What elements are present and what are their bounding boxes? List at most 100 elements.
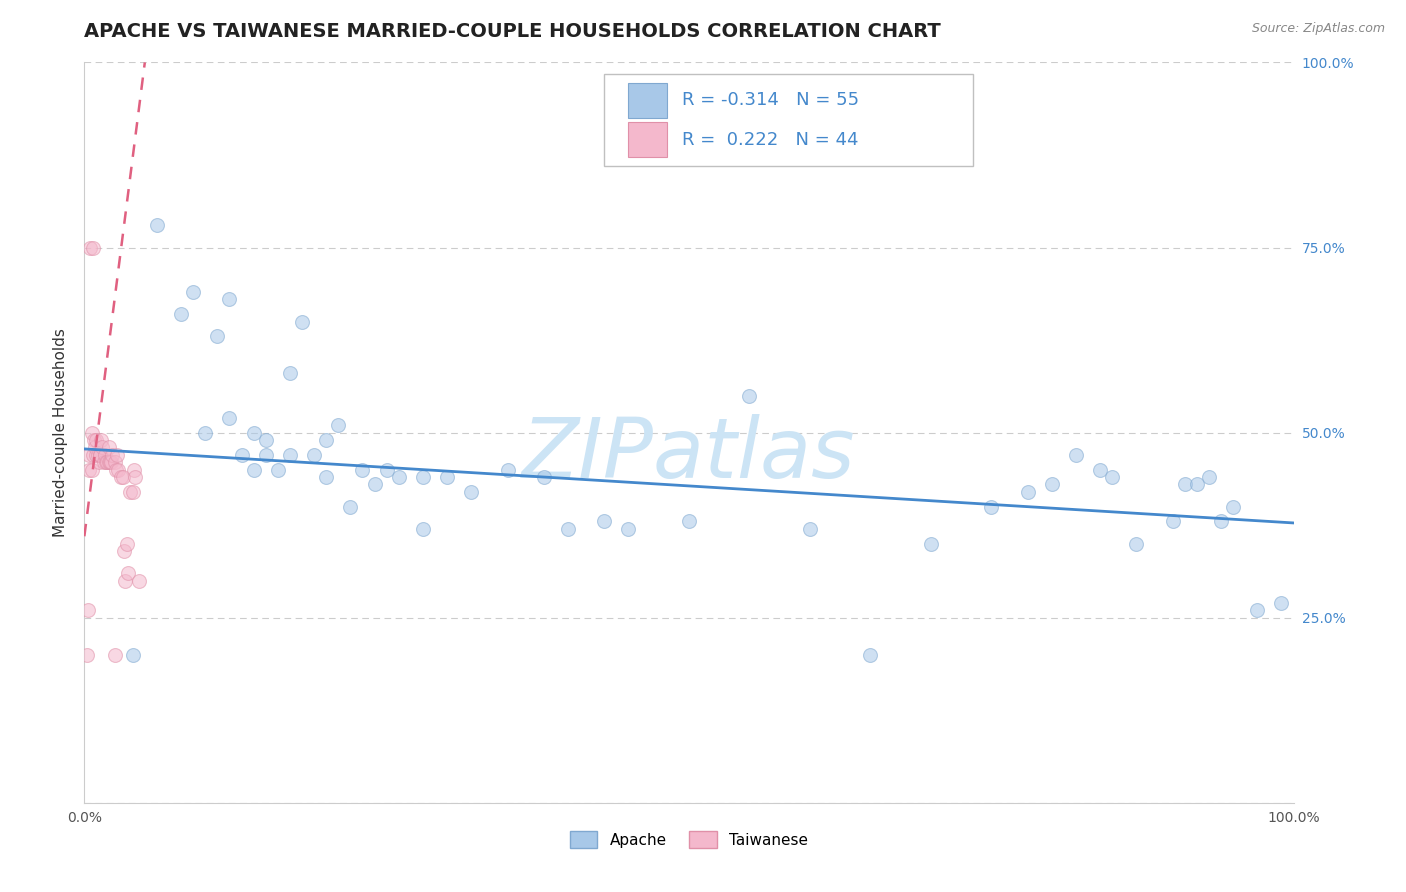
Point <box>194 425 217 440</box>
Point <box>124 470 146 484</box>
Point <box>112 544 135 558</box>
Point <box>1101 470 1123 484</box>
Point <box>436 470 458 484</box>
Point <box>1270 596 1292 610</box>
Y-axis label: Married-couple Households: Married-couple Households <box>52 328 67 537</box>
Point <box>557 522 579 536</box>
Point <box>91 441 114 455</box>
Point <box>100 455 122 469</box>
Point <box>86 448 108 462</box>
Point <box>254 448 277 462</box>
Point <box>328 418 350 433</box>
Point <box>1088 462 1111 476</box>
Point <box>77 462 100 476</box>
Point <box>1174 477 1197 491</box>
Point <box>97 455 120 469</box>
Point <box>117 566 139 581</box>
Point <box>93 455 115 469</box>
Point <box>121 648 143 662</box>
Text: R = -0.314   N = 55: R = -0.314 N = 55 <box>682 91 859 110</box>
Text: ZIPatlas: ZIPatlas <box>522 414 856 495</box>
Point <box>617 522 640 536</box>
Point <box>89 448 111 462</box>
Point <box>412 470 434 484</box>
Point <box>218 410 240 425</box>
Point <box>242 462 264 476</box>
Point <box>678 515 700 529</box>
Point <box>86 448 108 462</box>
Point <box>87 455 110 469</box>
Point <box>1040 477 1063 491</box>
Point <box>302 448 325 462</box>
Point <box>278 448 301 462</box>
Bar <box>628 83 668 118</box>
Point <box>315 470 337 484</box>
Point <box>97 441 120 455</box>
Point <box>207 329 229 343</box>
Point <box>231 448 253 462</box>
Point <box>1209 515 1232 529</box>
Point <box>120 484 142 499</box>
Point <box>1064 448 1087 462</box>
Point <box>112 470 135 484</box>
Point <box>82 240 104 255</box>
Point <box>375 462 398 476</box>
Point <box>105 448 128 462</box>
Point <box>84 441 107 455</box>
Point <box>80 425 103 440</box>
Point <box>1125 536 1147 550</box>
Point <box>799 522 821 536</box>
Legend: Apache, Taiwanese: Apache, Taiwanese <box>564 824 814 855</box>
Point <box>254 433 277 447</box>
Point <box>218 293 240 307</box>
Point <box>388 470 411 484</box>
Point <box>533 470 555 484</box>
Point <box>89 448 111 462</box>
Point <box>980 500 1002 514</box>
FancyBboxPatch shape <box>605 73 973 166</box>
Point <box>76 648 98 662</box>
Point <box>291 314 314 328</box>
Point <box>738 388 761 402</box>
Point <box>278 367 301 381</box>
Text: APACHE VS TAIWANESE MARRIED-COUPLE HOUSEHOLDS CORRELATION CHART: APACHE VS TAIWANESE MARRIED-COUPLE HOUSE… <box>84 22 941 41</box>
Text: Source: ZipAtlas.com: Source: ZipAtlas.com <box>1251 22 1385 36</box>
Point <box>496 462 519 476</box>
Point <box>115 536 138 550</box>
Point <box>920 536 942 550</box>
Point <box>181 285 204 299</box>
Point <box>114 574 136 588</box>
Point <box>315 433 337 447</box>
Point <box>122 462 145 476</box>
Point <box>86 433 108 447</box>
Bar <box>628 121 668 157</box>
Point <box>107 462 129 476</box>
Point <box>83 433 105 447</box>
Point <box>352 462 374 476</box>
Point <box>1185 477 1208 491</box>
Point <box>94 455 117 469</box>
Point <box>267 462 290 476</box>
Point <box>80 462 103 476</box>
Point <box>170 307 193 321</box>
Point <box>859 648 882 662</box>
Point <box>339 500 361 514</box>
Point <box>363 477 385 491</box>
Point <box>1017 484 1039 499</box>
Point <box>104 455 127 469</box>
Point <box>1246 603 1268 617</box>
Point <box>460 484 482 499</box>
Point <box>77 448 100 462</box>
Point <box>82 448 104 462</box>
Point <box>94 448 117 462</box>
Point <box>1198 470 1220 484</box>
Point <box>242 425 264 440</box>
Text: R =  0.222   N = 44: R = 0.222 N = 44 <box>682 130 858 148</box>
Point <box>98 455 121 469</box>
Point <box>128 574 150 588</box>
Point <box>96 455 118 469</box>
Point <box>101 448 124 462</box>
Point <box>104 462 127 476</box>
Point <box>104 648 127 662</box>
Point <box>79 240 101 255</box>
